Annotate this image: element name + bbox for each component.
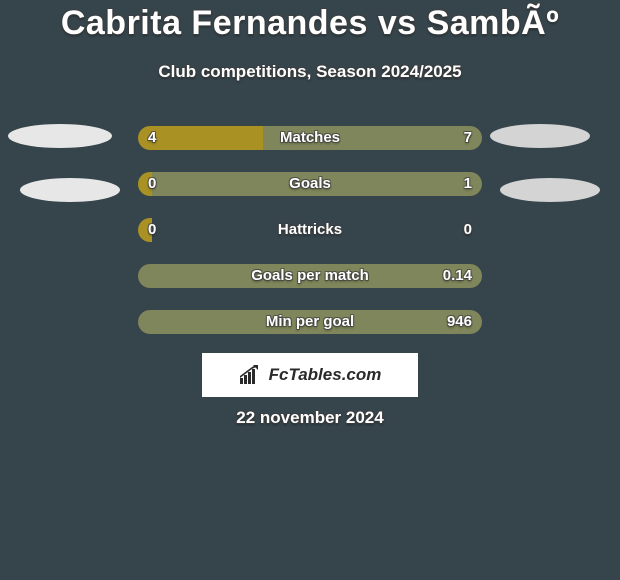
bar-track	[138, 264, 482, 288]
page-subtitle: Club competitions, Season 2024/2025	[0, 62, 620, 82]
bar-left	[138, 218, 152, 242]
stat-row: Goals per match0.14	[0, 264, 620, 288]
bar-track	[138, 126, 482, 150]
comparison-infographic: Cabrita Fernandes vs SambÃº Club competi…	[0, 0, 620, 580]
bar-right	[152, 172, 482, 196]
ellipse-right	[490, 124, 590, 148]
ellipse-right	[500, 178, 600, 202]
date-line: 22 november 2024	[0, 408, 620, 428]
bar-track	[138, 310, 482, 334]
bar-left	[138, 172, 152, 196]
bar-right	[138, 310, 482, 334]
bar-right	[263, 126, 482, 150]
bar-track	[138, 218, 482, 242]
bar-chart-icon	[239, 365, 263, 385]
logo-text: FcTables.com	[269, 365, 382, 385]
stat-row: Min per goal946	[0, 310, 620, 334]
ellipse-left	[20, 178, 120, 202]
ellipse-left	[8, 124, 112, 148]
logo-box: FcTables.com	[202, 353, 418, 397]
bar-track	[138, 172, 482, 196]
bar-right	[138, 264, 482, 288]
bar-left	[138, 126, 263, 150]
page-title: Cabrita Fernandes vs SambÃº	[0, 4, 620, 43]
stat-row: Hattricks00	[0, 218, 620, 242]
